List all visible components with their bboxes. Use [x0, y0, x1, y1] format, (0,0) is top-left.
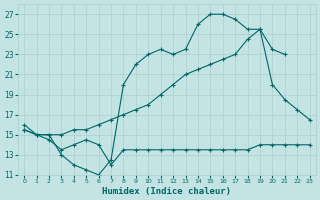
X-axis label: Humidex (Indice chaleur): Humidex (Indice chaleur) [102, 187, 231, 196]
